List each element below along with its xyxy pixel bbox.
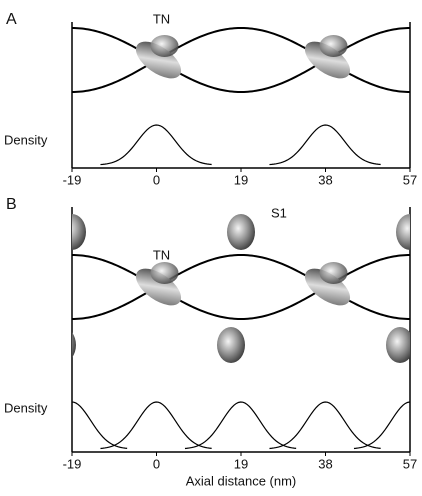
density-peak	[184, 401, 297, 450]
panel-label: B	[6, 196, 17, 213]
y-axis-label: Density	[4, 400, 48, 415]
x-tick-label: -19	[63, 456, 82, 471]
density-peak	[100, 401, 212, 450]
tn-complex	[135, 41, 182, 79]
x-tick-label: 19	[234, 456, 248, 471]
density-peak	[72, 401, 128, 449]
tn-complex	[304, 268, 351, 306]
s1-head	[386, 327, 410, 363]
x-tick-label: 38	[318, 456, 332, 471]
y-axis-label: Density	[4, 132, 48, 147]
s1-label: S1	[271, 205, 287, 220]
s1-head	[72, 332, 76, 358]
s1-head	[227, 214, 255, 250]
density-group	[100, 124, 381, 166]
tn-head	[319, 35, 348, 57]
s1-head	[217, 327, 245, 363]
tn-head	[150, 35, 179, 57]
strand	[71, 27, 411, 93]
density-group	[72, 401, 410, 450]
strand	[71, 254, 411, 320]
s1-head	[72, 214, 86, 250]
s1-head	[396, 214, 410, 250]
x-axis-label: Axial distance (nm)	[186, 473, 297, 488]
x-tick-label: 57	[403, 172, 417, 187]
strand	[71, 254, 411, 320]
tn-head	[150, 262, 179, 284]
tn-label: TN	[153, 247, 170, 262]
density-peak	[269, 401, 381, 450]
tn-label: TN	[153, 11, 170, 26]
tn-complex	[304, 41, 351, 79]
strand	[71, 27, 411, 93]
x-tick-label: 0	[153, 172, 160, 187]
x-tick-label: 57	[403, 456, 417, 471]
panel-label: A	[6, 11, 17, 28]
s1-group	[72, 214, 410, 363]
x-tick-label: 38	[318, 172, 332, 187]
x-tick-label: 19	[234, 172, 248, 187]
tn-complex	[135, 268, 182, 306]
density-peak	[100, 124, 212, 166]
density-peak	[269, 124, 381, 166]
density-peak	[353, 401, 410, 450]
x-tick-label: 0	[153, 456, 160, 471]
x-tick-label: -19	[63, 172, 82, 187]
tn-head	[319, 262, 348, 284]
